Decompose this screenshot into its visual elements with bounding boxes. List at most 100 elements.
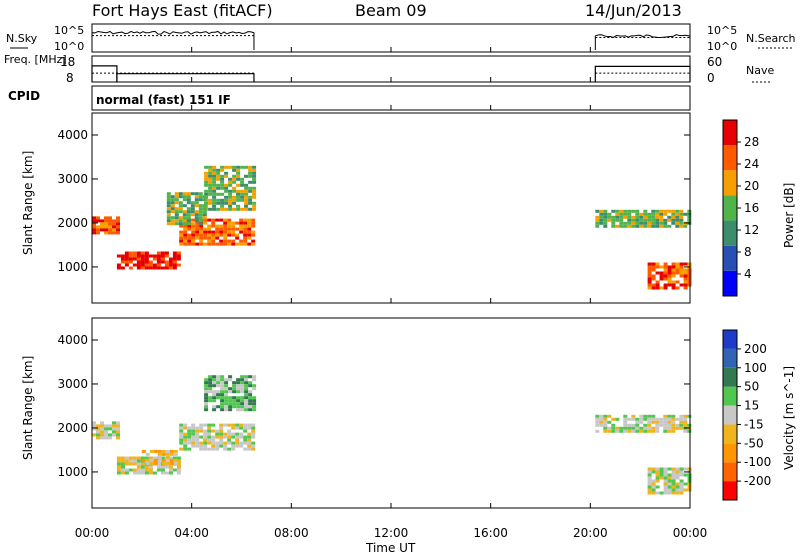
- data-cell: [157, 455, 162, 459]
- data-cell: [595, 215, 600, 219]
- data-cell: [148, 456, 153, 460]
- data-cell: [207, 423, 212, 427]
- data-cell: [208, 177, 213, 181]
- data-cell: [112, 219, 116, 223]
- data-cell: [179, 447, 184, 451]
- data-cell: [168, 471, 173, 475]
- data-cell: [204, 381, 209, 385]
- data-cell: [160, 266, 165, 270]
- data-cell: [232, 402, 237, 406]
- data-cell: [231, 242, 236, 246]
- data-cell: [595, 417, 600, 421]
- data-cell: [651, 426, 656, 430]
- data-cell: [243, 221, 248, 225]
- data-cell: [671, 482, 676, 486]
- beam-label: Beam 09: [355, 1, 427, 20]
- data-cell: [663, 426, 668, 430]
- data-cell: [679, 271, 684, 275]
- data-cell: [220, 168, 225, 172]
- data-cell: [116, 222, 120, 226]
- data-cell: [667, 209, 672, 213]
- data-cell: [182, 192, 187, 196]
- data-cell: [227, 441, 232, 445]
- colorbar-swatch: [723, 120, 737, 146]
- data-cell: [228, 192, 233, 196]
- data-cell: [211, 438, 216, 442]
- data-cell: [216, 171, 221, 175]
- data-cell: [176, 465, 181, 469]
- data-cell: [173, 458, 178, 462]
- data-cell: [607, 429, 612, 433]
- data-cell: [100, 219, 104, 223]
- data-cell: [651, 485, 656, 489]
- data-cell: [671, 414, 676, 418]
- data-cell: [182, 216, 187, 220]
- data-cell: [252, 399, 257, 403]
- data-cell: [224, 186, 229, 190]
- data-cell: [675, 467, 680, 471]
- data-cell: [651, 482, 656, 486]
- data-cell: [659, 265, 664, 269]
- data-cell: [639, 420, 644, 424]
- data-cell: [228, 189, 233, 193]
- data-cell: [232, 195, 237, 199]
- data-cell: [100, 225, 104, 229]
- data-cell: [683, 224, 688, 228]
- data-cell: [236, 195, 241, 199]
- data-cell: [671, 218, 676, 222]
- data-cell: [153, 449, 158, 453]
- data-cell: [659, 423, 664, 427]
- data-cell: [179, 429, 184, 433]
- data-cell: [252, 174, 257, 178]
- data-cell: [165, 452, 170, 456]
- data-cell: [595, 429, 600, 433]
- data-cell: [603, 417, 608, 421]
- data-cell: [176, 468, 181, 472]
- data-cell: [623, 429, 628, 433]
- data-cell: [204, 201, 209, 205]
- data-cell: [120, 465, 125, 469]
- data-cell: [603, 429, 608, 433]
- data-cell: [145, 461, 150, 465]
- data-cell: [128, 254, 133, 258]
- data-cell: [140, 257, 145, 261]
- data-cell: [627, 218, 632, 222]
- data-cell: [211, 224, 216, 228]
- power-colorbar: 28 24 20 16 12 8 4: [722, 119, 759, 297]
- data-cell: [148, 254, 153, 258]
- data-cell: [165, 455, 170, 459]
- data-cell: [141, 449, 146, 453]
- data-cell: [152, 254, 157, 258]
- data-cell: [156, 257, 161, 261]
- data-cell: [252, 408, 257, 412]
- data-cell: [235, 444, 240, 448]
- data-cell: [671, 268, 676, 272]
- data-cell: [248, 375, 253, 379]
- data-cell: [183, 441, 188, 445]
- data-cell: [112, 430, 116, 434]
- data-cell: [187, 432, 192, 436]
- data-cell: [679, 467, 684, 471]
- data-cell: [195, 230, 200, 234]
- data-cell: [231, 230, 236, 234]
- data-cell: [223, 221, 228, 225]
- data-cell: [223, 444, 228, 448]
- data-cell: [659, 473, 664, 477]
- data-cell: [208, 192, 213, 196]
- data-cell: [182, 204, 187, 208]
- colorbar-tick-label: -50: [744, 436, 764, 450]
- data-cell: [227, 227, 232, 231]
- data-cell: [679, 491, 684, 495]
- data-cell: [212, 399, 217, 403]
- data-cell: [623, 426, 628, 430]
- data-cell: [194, 210, 199, 214]
- data-cell: [619, 221, 624, 225]
- data-cell: [144, 471, 149, 475]
- data-cell: [687, 423, 692, 427]
- data-cell: [174, 201, 179, 205]
- data-cell: [202, 210, 207, 214]
- data-cell: [207, 239, 212, 243]
- data-cell: [599, 212, 604, 216]
- data-cell: [166, 222, 171, 226]
- data-cell: [186, 216, 191, 220]
